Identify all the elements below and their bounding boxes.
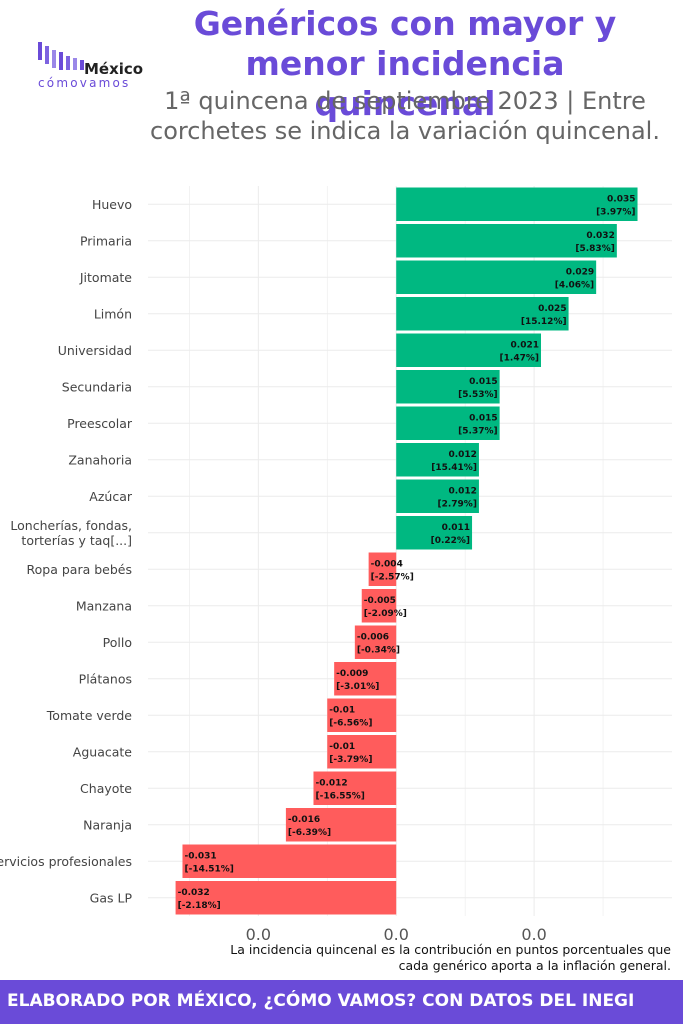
- data-bar: [396, 187, 638, 221]
- category-label: Limón: [94, 306, 132, 321]
- value-label: 0.032: [586, 231, 614, 241]
- variation-label: [-2.09%]: [364, 609, 407, 619]
- variation-label: [4.06%]: [555, 280, 594, 290]
- category-label: Universidad: [58, 343, 132, 358]
- value-label: -0.005: [364, 596, 396, 606]
- data-bar: [354, 625, 397, 659]
- variation-label: [-6.56%]: [329, 718, 372, 728]
- value-label: -0.01: [329, 742, 355, 752]
- variation-label: [5.53%]: [458, 390, 497, 400]
- data-bar: [396, 370, 500, 404]
- category-label: Tomate verde: [46, 708, 133, 723]
- category-label: Pollo: [103, 635, 132, 650]
- data-bar: [396, 224, 617, 258]
- category-label: Ropa para bebés: [27, 562, 132, 577]
- variation-label: [-3.01%]: [336, 682, 379, 692]
- logo-bars-icon: [38, 42, 84, 70]
- data-bar: [396, 516, 473, 550]
- value-label: -0.006: [357, 632, 389, 642]
- data-bar: [396, 406, 500, 440]
- value-label: 0.015: [469, 413, 497, 423]
- logo-sub-text: cómovamos: [38, 76, 131, 90]
- data-bar: [396, 443, 479, 477]
- value-label: -0.01: [329, 705, 355, 715]
- footer-text: ELABORADO POR MÉXICO, ¿CÓMO VAMOS? CON D…: [7, 991, 635, 1011]
- mexico-como-vamos-logo: México cómovamos: [36, 40, 154, 92]
- variation-label: [5.37%]: [458, 426, 497, 436]
- data-bar: [334, 662, 397, 696]
- variation-label: [-16.55%]: [315, 791, 364, 801]
- data-bar: [182, 844, 397, 878]
- value-label: -0.012: [315, 778, 347, 788]
- value-label: 0.021: [511, 340, 539, 350]
- value-label: -0.004: [371, 559, 403, 569]
- variation-label: [-2.18%]: [178, 901, 221, 911]
- value-label: -0.009: [336, 669, 368, 679]
- value-label: -0.016: [288, 815, 320, 825]
- variation-label: [15.41%]: [431, 463, 477, 473]
- data-bar: [313, 771, 397, 805]
- category-label: Manzana: [76, 598, 132, 613]
- chart-title: Genéricos con mayor y menor incidencia q…: [193, 4, 617, 123]
- variation-label: [-0.34%]: [357, 645, 400, 655]
- category-label: Huevo: [92, 197, 132, 212]
- data-bar: [361, 589, 397, 623]
- value-label: 0.012: [448, 450, 476, 460]
- category-label: Chayote: [80, 781, 132, 796]
- variation-label: [-2.57%]: [371, 572, 414, 582]
- data-bar: [396, 297, 569, 331]
- category-label: Gas LP: [90, 890, 133, 905]
- category-label: Zanahoria: [68, 452, 132, 467]
- data-bar: [285, 808, 397, 842]
- value-label: -0.032: [178, 888, 210, 898]
- category-label: Azúcar: [89, 489, 133, 504]
- x-tick-label: 0.0: [521, 925, 546, 940]
- value-label: 0.035: [607, 194, 635, 204]
- variation-label: [1.47%]: [500, 353, 539, 363]
- value-label: 0.012: [448, 486, 476, 496]
- chart-subtitle: 1ª quincena de septiembre 2023 | Entre c…: [150, 87, 660, 145]
- data-bar: [327, 735, 397, 769]
- category-label: Jitomate: [79, 270, 132, 285]
- data-bar: [175, 881, 397, 915]
- footer-banner: ELABORADO POR MÉXICO, ¿CÓMO VAMOS? CON D…: [0, 980, 683, 1024]
- category-label: Naranja: [83, 817, 132, 832]
- data-bar: [396, 333, 541, 367]
- variation-label: [5.83%]: [575, 244, 614, 254]
- category-label: Loncherías, fondas, torterías y taq[...]: [10, 518, 132, 548]
- value-label: 0.025: [538, 304, 566, 314]
- variation-label: [-14.51%]: [184, 864, 233, 874]
- variation-label: [15.12%]: [521, 317, 567, 327]
- data-bar: [327, 698, 397, 732]
- logo-main-text: México: [84, 60, 144, 78]
- category-label: Servicios profesionales: [0, 854, 132, 869]
- data-bar: [396, 260, 597, 294]
- category-label: Primaria: [80, 233, 132, 248]
- variation-label: [0.22%]: [431, 536, 470, 546]
- variation-label: [-3.79%]: [329, 755, 372, 765]
- value-label: 0.011: [442, 523, 470, 533]
- category-label: Aguacate: [73, 744, 133, 759]
- value-label: 0.029: [566, 267, 594, 277]
- variation-label: [-6.39%]: [288, 828, 331, 838]
- chart-caption: La incidencia quincenal es la contribuci…: [230, 942, 671, 973]
- x-tick-label: 0.0: [383, 925, 408, 940]
- value-label: 0.015: [469, 377, 497, 387]
- variation-label: [3.97%]: [596, 207, 635, 217]
- data-bar: [396, 479, 479, 513]
- data-bar: [368, 552, 397, 586]
- category-label: Preescolar: [67, 416, 133, 431]
- x-tick-label: 0.0: [246, 925, 271, 940]
- bar-chart: Huevo 0.035 [3.97%] Primaria 0.032 [5.83%] Jit…: [0, 186, 672, 940]
- category-label: Secundaria: [62, 379, 132, 394]
- variation-label: [2.79%]: [437, 499, 476, 509]
- category-label: Plátanos: [79, 671, 132, 686]
- value-label: -0.031: [184, 851, 216, 861]
